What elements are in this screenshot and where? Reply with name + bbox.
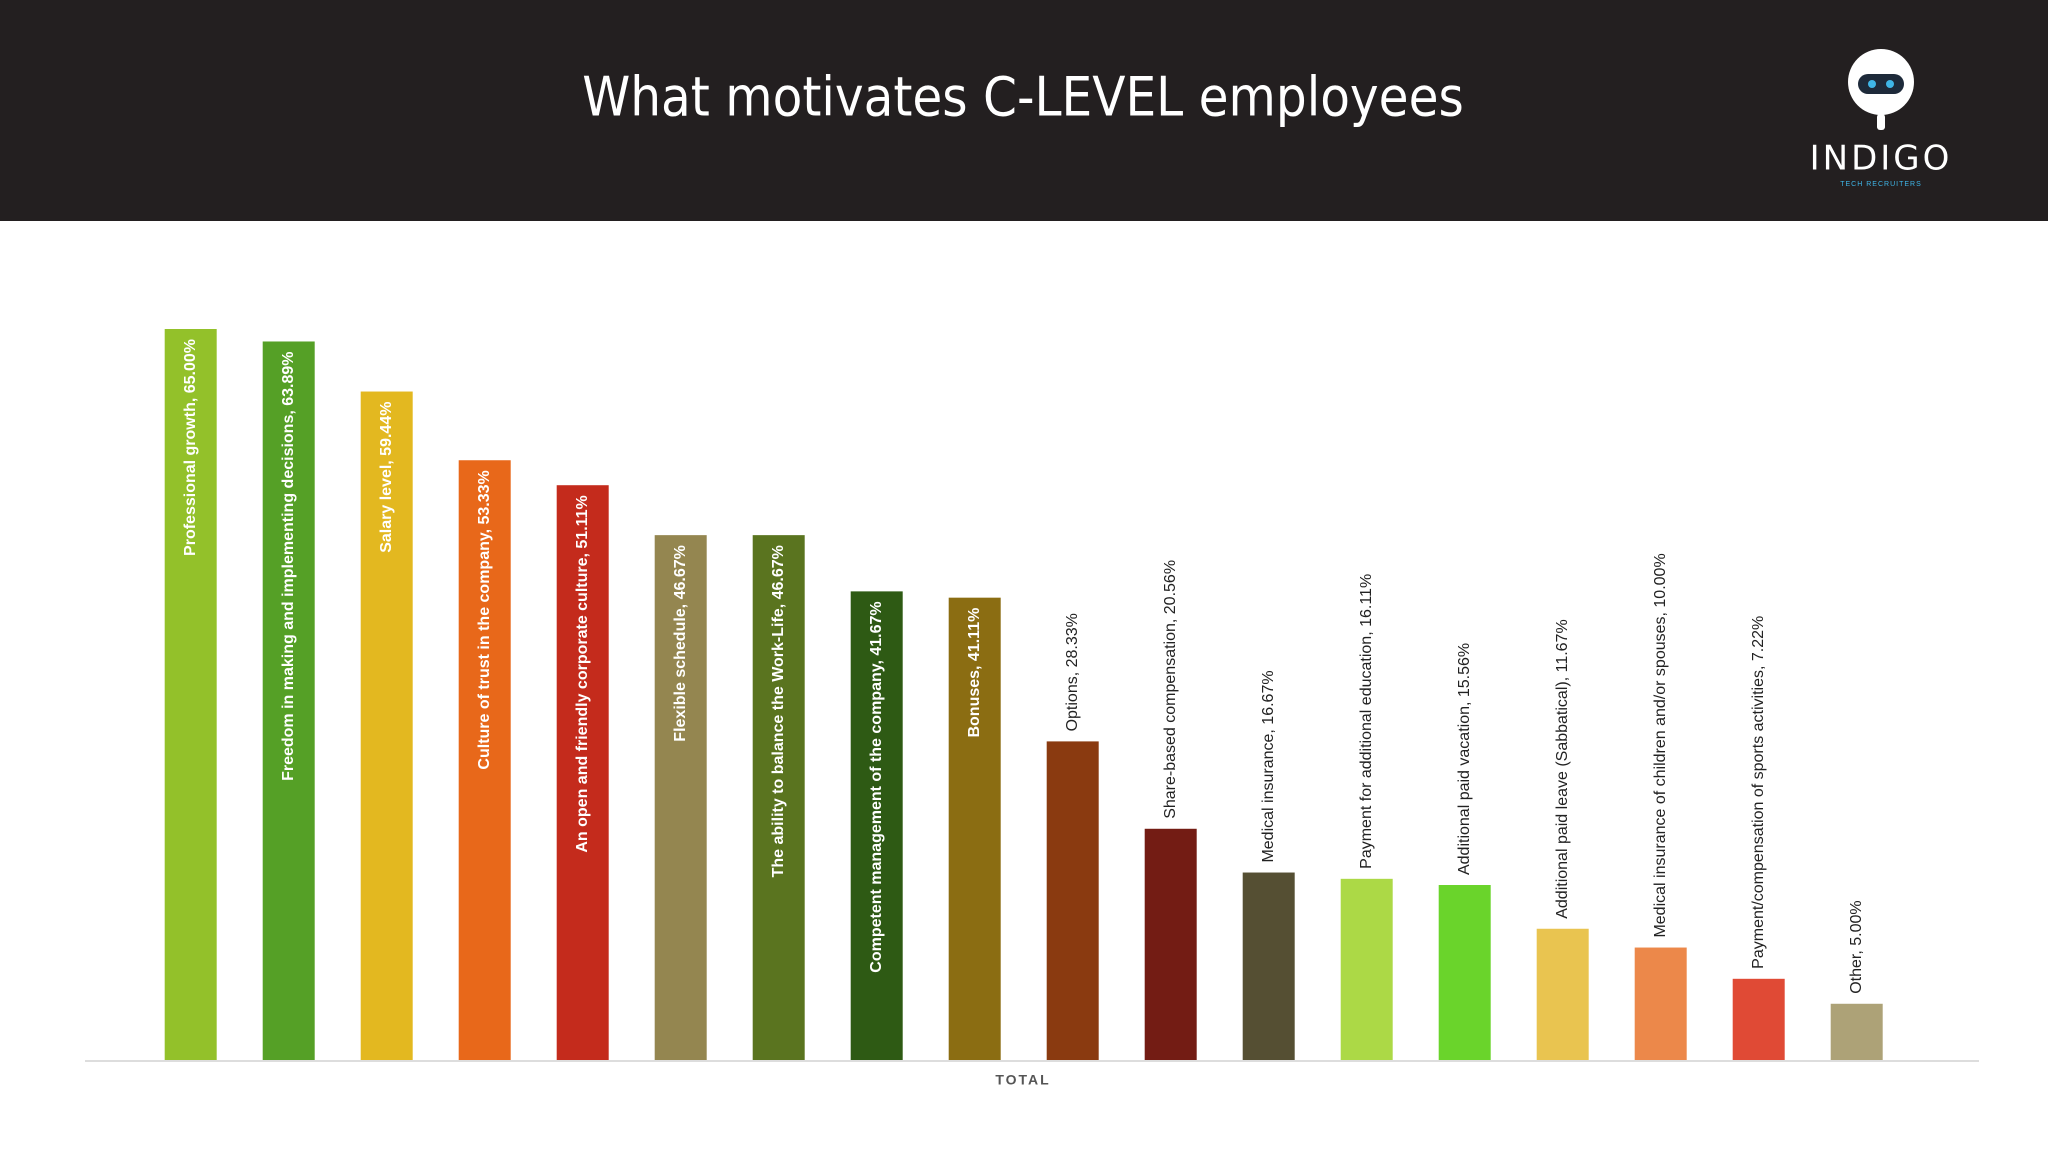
bar (1144, 828, 1197, 1060)
logo-eye (1886, 80, 1894, 88)
bar (850, 591, 903, 1060)
bar (752, 535, 805, 1060)
data-label: Professional growth, 65.00% (182, 339, 199, 556)
bar (1536, 928, 1589, 1060)
data-label: Medical insurance, 16.67% (1260, 670, 1277, 862)
data-label: Payment/compensation of sports activitie… (1750, 616, 1767, 969)
data-label: Additional paid leave (Sabbatical), 11.6… (1554, 619, 1571, 918)
bar (1830, 1003, 1883, 1060)
data-label: Bonuses, 41.11% (966, 608, 983, 738)
logo: INDIGO TECH RECRUITERS (1810, 49, 1953, 188)
data-label: Share-based compensation, 20.56% (1162, 560, 1179, 819)
data-label: Other, 5.00% (1848, 900, 1865, 993)
bar (556, 485, 609, 1060)
data-label: The ability to balance the Work-Life, 46… (770, 545, 787, 877)
data-label: Medical insurance of children and/or spo… (1652, 553, 1669, 937)
header-band (0, 0, 2048, 221)
logo-subtext: TECH RECRUITERS (1840, 181, 1922, 188)
logo-text: INDIGO (1810, 139, 1953, 179)
bar (262, 341, 315, 1060)
data-label: Payment for additional education, 16.11% (1358, 574, 1375, 869)
data-label: Options, 28.33% (1064, 613, 1081, 731)
data-label: Freedom in making and implementing decis… (280, 351, 297, 780)
bar (1732, 978, 1785, 1060)
bar (1046, 741, 1099, 1060)
bar (948, 597, 1001, 1060)
logo-visor (1858, 74, 1904, 94)
bar (1340, 878, 1393, 1060)
chart-title: What motivates C-LEVEL employees (582, 66, 1464, 129)
bar (1634, 947, 1687, 1060)
bar (1242, 872, 1295, 1060)
bar (1438, 885, 1491, 1060)
bar (164, 329, 217, 1060)
data-label: Flexible schedule, 46.67% (672, 545, 689, 742)
bar (360, 391, 413, 1060)
data-label: Salary level, 59.44% (378, 402, 395, 553)
bar (458, 460, 511, 1060)
data-label: Culture of trust in the company, 53.33% (476, 470, 493, 769)
data-label: Additional paid vacation, 15.56% (1456, 643, 1473, 875)
x-axis-label: TOTAL (995, 1072, 1050, 1088)
data-label: Competent management of the company, 41.… (868, 601, 885, 972)
logo-eye (1868, 80, 1876, 88)
data-label: An open and friendly corporate culture, … (574, 495, 591, 852)
bar (654, 535, 707, 1060)
logo-neck (1877, 114, 1885, 130)
